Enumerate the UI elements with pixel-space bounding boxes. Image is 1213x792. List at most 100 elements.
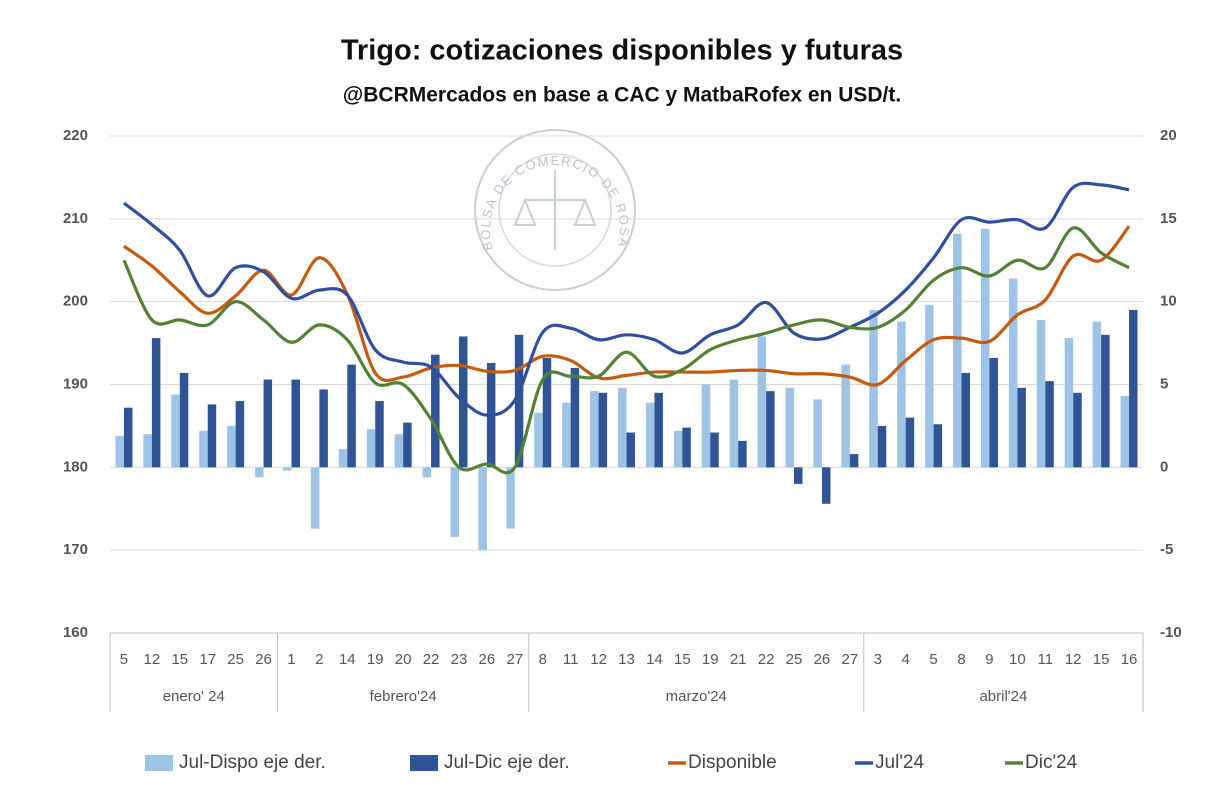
x-tick-label: 2: [315, 651, 323, 668]
bar: [366, 429, 376, 468]
x-tick-label: 12: [1065, 651, 1082, 668]
bar: [1008, 278, 1018, 468]
x-tick-label: 5: [929, 651, 937, 668]
group-label: febrero'24: [370, 688, 437, 705]
y2-tick-label: 15: [1160, 210, 1177, 227]
y-tick-label: 190: [63, 375, 88, 392]
bar: [645, 402, 655, 468]
chart-title: Trigo: cotizaciones disponibles y futura…: [341, 35, 903, 67]
bar: [1092, 321, 1102, 468]
bar: [450, 467, 459, 537]
bar: [813, 399, 822, 468]
bar: [338, 449, 348, 468]
bar: [849, 454, 859, 468]
x-tick-label: 27: [842, 651, 859, 668]
x-tick-label: 3: [874, 651, 882, 668]
x-tick-label: 23: [451, 651, 468, 668]
x-tick-label: 14: [646, 651, 663, 668]
y-tick-label: 160: [63, 624, 88, 641]
group-label: enero' 24: [163, 688, 225, 705]
bar: [263, 379, 273, 468]
bar: [534, 412, 543, 468]
legend-swatch: [145, 755, 173, 771]
x-tick-label: 8: [539, 651, 547, 668]
x-tick-label: 15: [171, 651, 188, 668]
x-tick-label: 1: [287, 651, 295, 668]
x-tick-label: 21: [730, 651, 747, 668]
y-tick-label: 220: [63, 127, 88, 144]
bar: [310, 467, 320, 529]
bar: [869, 309, 878, 468]
chart-subtitle: @BCRMercados en base a CAC y MatbaRofex …: [343, 84, 901, 107]
legend-swatch: [410, 755, 438, 771]
y-tick-label: 200: [63, 293, 88, 310]
bar: [710, 432, 719, 468]
y2-tick-label: 0: [1160, 458, 1168, 475]
bar: [319, 389, 328, 468]
bar: [1129, 309, 1138, 468]
bar: [738, 440, 747, 468]
y2-tick-label: 20: [1160, 127, 1177, 144]
x-tick-label: 25: [786, 651, 803, 668]
x-tick-label: 9: [985, 651, 993, 668]
bar: [877, 425, 887, 468]
bar: [235, 401, 245, 468]
bar: [989, 357, 998, 468]
legend-label: Dic'24: [1025, 752, 1078, 773]
x-tick-label: 26: [814, 651, 831, 668]
x-tick-label: 19: [702, 651, 719, 668]
y-tick-label: 170: [63, 541, 88, 558]
x-tick-label: 14: [339, 651, 356, 668]
group-label: marzo'24: [666, 688, 727, 705]
bar: [618, 387, 627, 468]
bar: [347, 364, 356, 468]
bar: [478, 467, 487, 551]
y2-tick-label: -10: [1160, 624, 1182, 641]
bar: [123, 407, 133, 468]
bar: [375, 401, 384, 468]
bar: [785, 387, 795, 468]
bar: [821, 467, 831, 504]
line: [122, 181, 1130, 417]
bar: [701, 384, 711, 468]
x-tick-label: 10: [1009, 651, 1026, 668]
bar: [562, 402, 571, 468]
bar: [394, 434, 404, 468]
x-tick-label: 16: [1121, 651, 1138, 668]
y2-tick-label: 5: [1160, 375, 1168, 392]
legend-label: Jul-Dispo eje der.: [179, 752, 326, 773]
bar: [626, 432, 635, 468]
group-label: abril'24: [979, 688, 1027, 705]
bar: [143, 434, 152, 468]
bar: [151, 338, 161, 468]
bar: [1101, 334, 1110, 468]
x-tick-label: 27: [506, 651, 523, 668]
bar: [171, 394, 180, 468]
x-tick-label: 12: [590, 651, 607, 668]
bar: [1045, 381, 1054, 468]
bar: [1017, 387, 1026, 468]
x-tick-label: 19: [367, 651, 384, 668]
x-tick-label: 13: [618, 651, 635, 668]
x-tick-label: 11: [1037, 651, 1053, 668]
x-tick-label: 15: [1093, 651, 1110, 668]
x-tick-label: 26: [255, 651, 272, 668]
logo-scales: [513, 170, 597, 250]
bar: [905, 417, 915, 468]
bar: [897, 321, 906, 468]
bar: [542, 357, 552, 468]
x-tick-label: 8: [957, 651, 965, 668]
x-tick-label: 12: [144, 651, 161, 668]
bar: [961, 372, 971, 468]
y2-tick-label: -5: [1160, 541, 1173, 558]
x-tick-label: 17: [199, 651, 216, 668]
y2-tick-label: 10: [1160, 293, 1177, 310]
bar: [1120, 396, 1130, 468]
bar: [598, 392, 608, 468]
bar: [115, 435, 124, 468]
bar: [431, 354, 440, 468]
bar: [980, 228, 990, 468]
bar: [514, 334, 524, 468]
bar: [654, 392, 663, 468]
